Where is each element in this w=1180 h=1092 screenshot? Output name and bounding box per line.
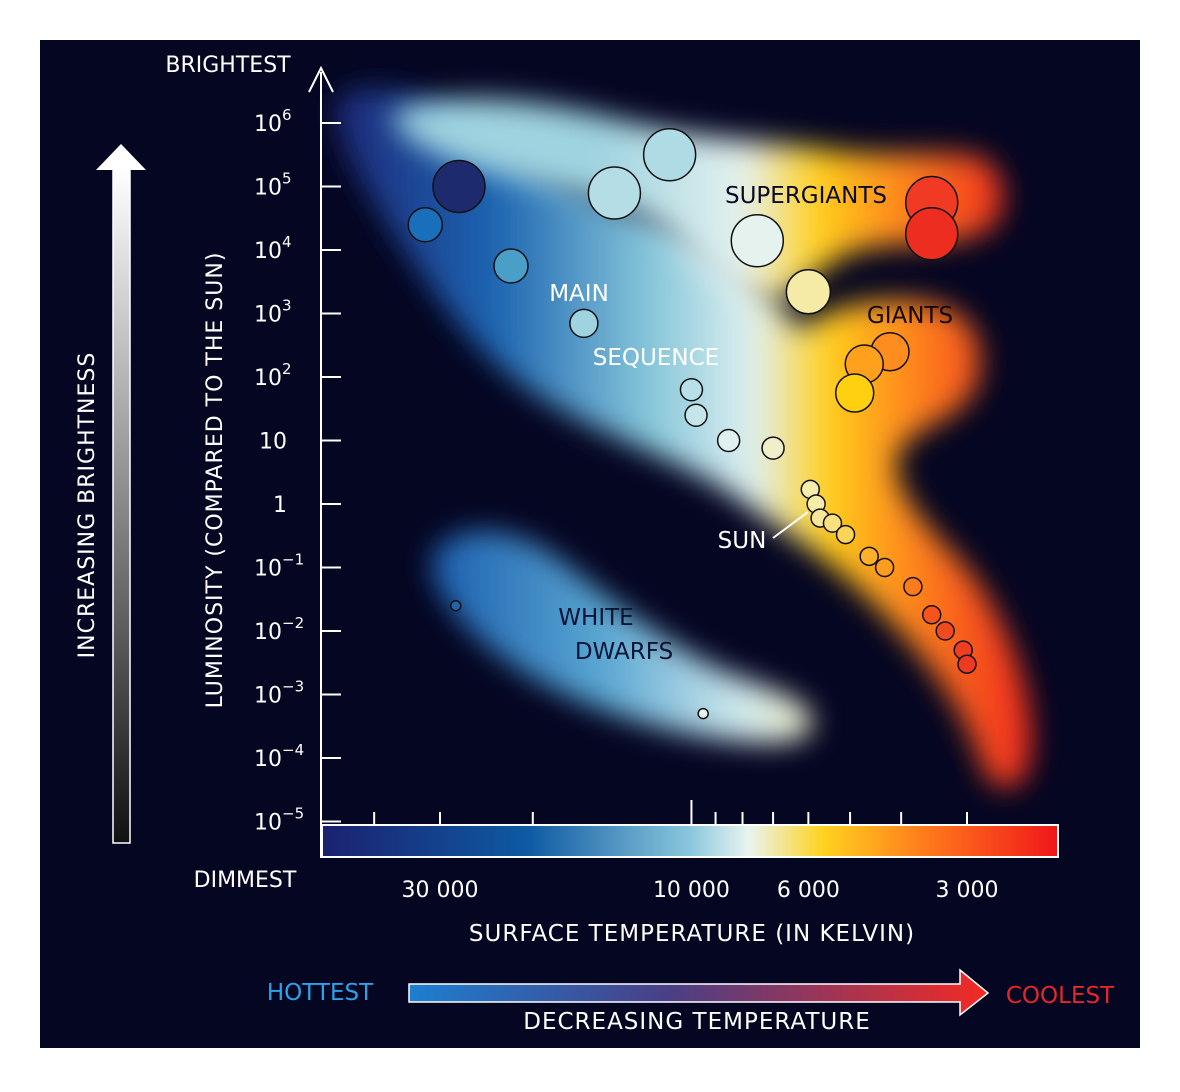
star-point — [859, 546, 879, 567]
y-tick-label: 1 — [273, 493, 287, 518]
label-sun: SUN — [718, 528, 767, 554]
chart-axes: 10610510410310210110−110−210−310−410−5LU… — [165, 53, 1059, 947]
label-giants: GIANTS — [867, 303, 953, 329]
star-point — [834, 373, 875, 413]
star-point — [450, 599, 462, 612]
temperature-indicator: HOTTEST COOLEST DECREASING TEMPERATURE — [267, 968, 1115, 1035]
star-point — [697, 707, 709, 720]
coolest-label: COOLEST — [1006, 983, 1115, 1009]
chart-marks — [407, 128, 977, 720]
supergiants-band — [394, 99, 1004, 300]
star-point — [432, 159, 486, 214]
label-white: WHITE — [558, 605, 633, 631]
brightness-bar — [112, 167, 131, 844]
star-point — [785, 269, 832, 315]
white-dwarfs-band — [431, 530, 813, 743]
star-point — [835, 524, 856, 545]
temperature-arrow-label: DECREASING TEMPERATURE — [523, 1009, 871, 1035]
x-axis-title: SURFACE TEMPERATURE (IN KELVIN) — [469, 921, 915, 947]
brightness-indicator: INCREASING BRIGHTNESS — [75, 144, 146, 844]
dimmest-label: DIMMEST — [194, 868, 297, 893]
star-point — [684, 403, 708, 427]
star-point — [761, 436, 785, 460]
star-point — [874, 557, 895, 578]
star-point — [587, 166, 642, 220]
star-point — [921, 605, 942, 625]
hottest-label: HOTTEST — [267, 980, 374, 1006]
region-labels: SUPERGIANTS GIANTS MAIN SEQUENCE WHITE D… — [549, 183, 953, 665]
star-point — [903, 576, 923, 597]
y-tick-label: 10−5 — [254, 805, 304, 836]
x-tick-label: 3 000 — [936, 878, 999, 903]
sun-pointer-line — [772, 511, 809, 539]
x-tick-label: 6 000 — [777, 878, 840, 903]
star-point — [679, 377, 704, 402]
star-point — [730, 213, 785, 268]
star-point — [642, 128, 697, 182]
y-tick-label: 10−1 — [254, 551, 304, 582]
brightness-arrowhead-icon — [96, 144, 146, 170]
star-point — [935, 621, 955, 641]
star-point — [569, 308, 599, 339]
y-tick-label: 10 — [259, 430, 287, 455]
x-tick-label: 30 000 — [402, 878, 479, 903]
y-axis-title: LUMINOSITY (COMPARED TO THE SUN) — [203, 252, 228, 709]
brightest-label: BRIGHTEST — [165, 53, 291, 78]
y-axis-arrowhead-icon — [308, 65, 334, 93]
star-point — [904, 207, 959, 261]
temperature-arrow — [408, 968, 990, 1017]
brightness-arrow-label: INCREASING BRIGHTNESS — [75, 352, 100, 659]
star-point — [822, 513, 843, 533]
x-tick-label: 10 000 — [653, 878, 730, 903]
label-main: MAIN — [549, 281, 609, 307]
star-point — [493, 248, 529, 284]
star-point — [716, 428, 741, 453]
temperature-color-bar — [321, 824, 1059, 858]
label-sequence: SEQUENCE — [593, 345, 719, 371]
label-dwarfs: DWARFS — [575, 639, 673, 665]
star-point — [957, 654, 977, 674]
star-point — [407, 206, 443, 243]
label-supergiants: SUPERGIANTS — [725, 183, 887, 209]
